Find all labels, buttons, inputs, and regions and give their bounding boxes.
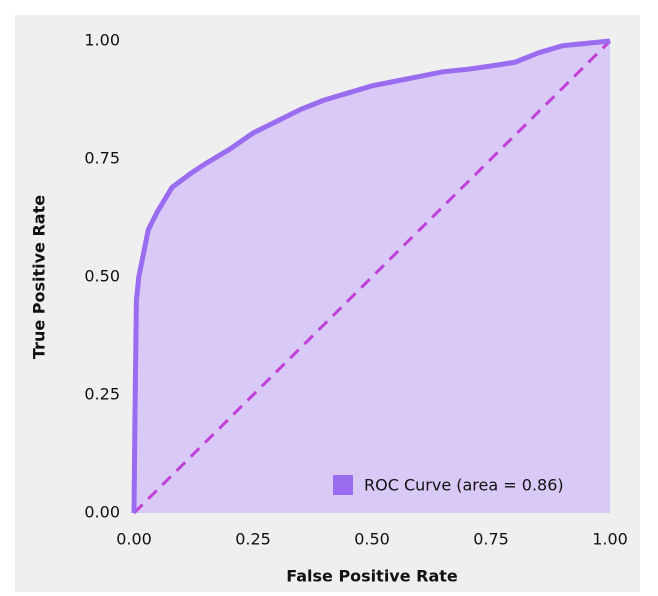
y-tick-label: 0.00 — [84, 503, 120, 522]
roc-curve — [131, 38, 611, 514]
y-tick-label: 0.75 — [84, 149, 120, 168]
diagonal — [132, 39, 612, 515]
y-tick-label: 1.00 — [84, 31, 120, 50]
x-tick-label: 0.25 — [235, 530, 271, 549]
legend-swatch — [333, 475, 353, 495]
y-tick-label: 0.25 — [84, 385, 120, 404]
x-tick-label: 0.75 — [473, 530, 509, 549]
y-axis-label: True Positive Rate — [30, 195, 49, 359]
x-tick-label: 0.50 — [354, 530, 390, 549]
legend-label: ROC Curve (area = 0.86) — [364, 476, 564, 495]
x-tick-label: 0.00 — [116, 530, 152, 549]
x-tick-label: 1.00 — [592, 530, 628, 549]
y-tick-label: 0.50 — [84, 267, 120, 286]
x-axis-label: False Positive Rate — [286, 567, 458, 586]
